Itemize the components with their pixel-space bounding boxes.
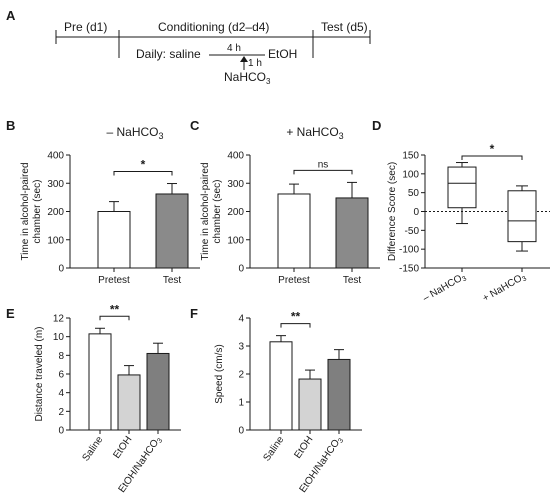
y-tick-label: 100	[227, 235, 244, 246]
x-tick-label: Saline	[261, 434, 286, 463]
significance-bracket	[293, 169, 353, 175]
y-tick-label: 1	[238, 398, 244, 409]
y-tick-label: 0	[238, 264, 244, 275]
y-tick-label: 0	[413, 207, 419, 218]
segment-test-label: Test (d5)	[321, 20, 368, 34]
segment-pre-label: Pre (d1)	[64, 20, 107, 34]
x-tick-label: + NaHCO3	[481, 271, 528, 305]
y-tick-label: -50	[405, 226, 420, 237]
y-tick-label: 12	[53, 314, 65, 325]
y-tick-label: 10	[53, 332, 65, 343]
ethanol-label: EtOH	[268, 47, 297, 61]
y-tick-label: 4	[238, 314, 244, 325]
panel-a: A Pre (d1) Conditioning (d2–d4) Test (d5…	[6, 8, 371, 86]
significance-bracket	[99, 315, 130, 321]
x-tick-label: Pretest	[98, 275, 130, 286]
panel-letter-a: A	[6, 8, 16, 23]
y-tick-label: 400	[227, 151, 244, 162]
y-axis-label: Speed (cm/s)	[214, 344, 225, 403]
panel-letter-f: F	[190, 306, 198, 321]
x-tick-label: Test	[163, 275, 182, 286]
significance-bracket	[280, 323, 311, 328]
y-tick-label: 6	[58, 370, 64, 381]
panel-e: E 0 2 4 6 8 10 12 Distance traveled (m) Saline EtO…	[6, 302, 181, 495]
bar-2	[155, 193, 189, 269]
x-tick-label: – NaHCO3	[421, 271, 468, 305]
bar-2	[117, 374, 141, 431]
y-tick-label: 150	[402, 151, 419, 162]
x-tick-label: Test	[343, 275, 362, 286]
panel-b: B – NaHCO3 0 100 200 300 400 Time in alcohol-pa…	[6, 118, 200, 286]
panel-letter-b: B	[6, 118, 15, 133]
segment-conditioning-label: Conditioning (d2–d4)	[158, 20, 269, 34]
significance-bracket	[113, 171, 173, 176]
y-tick-label: -150	[399, 264, 419, 275]
significance-label: *	[490, 142, 495, 156]
y-tick-label: 4	[58, 388, 64, 399]
y-tick-label: 400	[47, 151, 64, 162]
significance-bracket	[461, 155, 523, 160]
panel-letter-e: E	[6, 306, 15, 321]
y-tick-label: 3	[238, 342, 244, 353]
bar-1	[97, 211, 131, 269]
bar-3	[146, 352, 170, 431]
panel-letter-d: D	[372, 118, 381, 133]
significance-label: **	[110, 302, 120, 316]
x-tick-label: Saline	[80, 434, 105, 463]
significance-label: *	[141, 158, 146, 172]
y-tick-label: 100	[402, 169, 419, 180]
y-tick-label: 2	[58, 407, 64, 418]
x-tick-label: EtOH	[292, 434, 315, 460]
box-1	[447, 166, 477, 209]
chart-title: + NaHCO3	[286, 125, 343, 141]
chart-title: – NaHCO3	[106, 125, 163, 141]
y-tick-label: 0	[58, 264, 64, 275]
bar-2	[335, 197, 369, 269]
y-axis-label: Distance traveled (m)	[34, 326, 45, 421]
x-tick-label: Pretest	[278, 275, 310, 286]
bar-2	[298, 378, 322, 431]
y-tick-label: 2	[238, 370, 244, 381]
y-tick-label: 300	[227, 179, 244, 190]
y-axis-label: Time in alcohol-pairedchamber (sec)	[200, 162, 223, 260]
y-tick-label: 200	[227, 207, 244, 218]
bar-3	[327, 358, 351, 431]
y-tick-label: 0	[58, 426, 64, 437]
bar-1	[269, 341, 293, 431]
significance-label: ns	[318, 159, 329, 170]
y-tick-label: 200	[47, 207, 64, 218]
y-tick-label: 50	[408, 188, 420, 199]
bar-1	[277, 193, 311, 269]
y-tick-label: 100	[47, 235, 64, 246]
daily-saline-label: Daily: saline	[136, 47, 201, 61]
panel-c: C + NaHCO3 0 100 200 300 400 Time in alcohol-pa…	[190, 118, 380, 286]
y-axis-label: Difference Score (sec)	[387, 162, 398, 261]
y-tick-label: 300	[47, 179, 64, 190]
box-2	[507, 190, 537, 243]
y-tick-label: 8	[58, 351, 64, 362]
arrow-label: 1 h	[248, 58, 262, 69]
panel-letter-c: C	[190, 118, 200, 133]
arrow-up-icon	[240, 56, 248, 62]
bar-1	[88, 333, 112, 431]
panel-d: D -150 -100 -50 0 50 100 150 Difference Score (s…	[372, 118, 550, 305]
y-tick-label: 0	[238, 426, 244, 437]
y-tick-label: -100	[399, 245, 419, 256]
x-tick-label: EtOH	[111, 434, 134, 460]
significance-label: **	[291, 310, 301, 324]
nahco3-label: NaHCO3	[224, 70, 271, 86]
y-axis-label: Time in alcohol-pairedchamber (sec)	[20, 162, 43, 260]
gap-label: 4 h	[227, 43, 241, 54]
